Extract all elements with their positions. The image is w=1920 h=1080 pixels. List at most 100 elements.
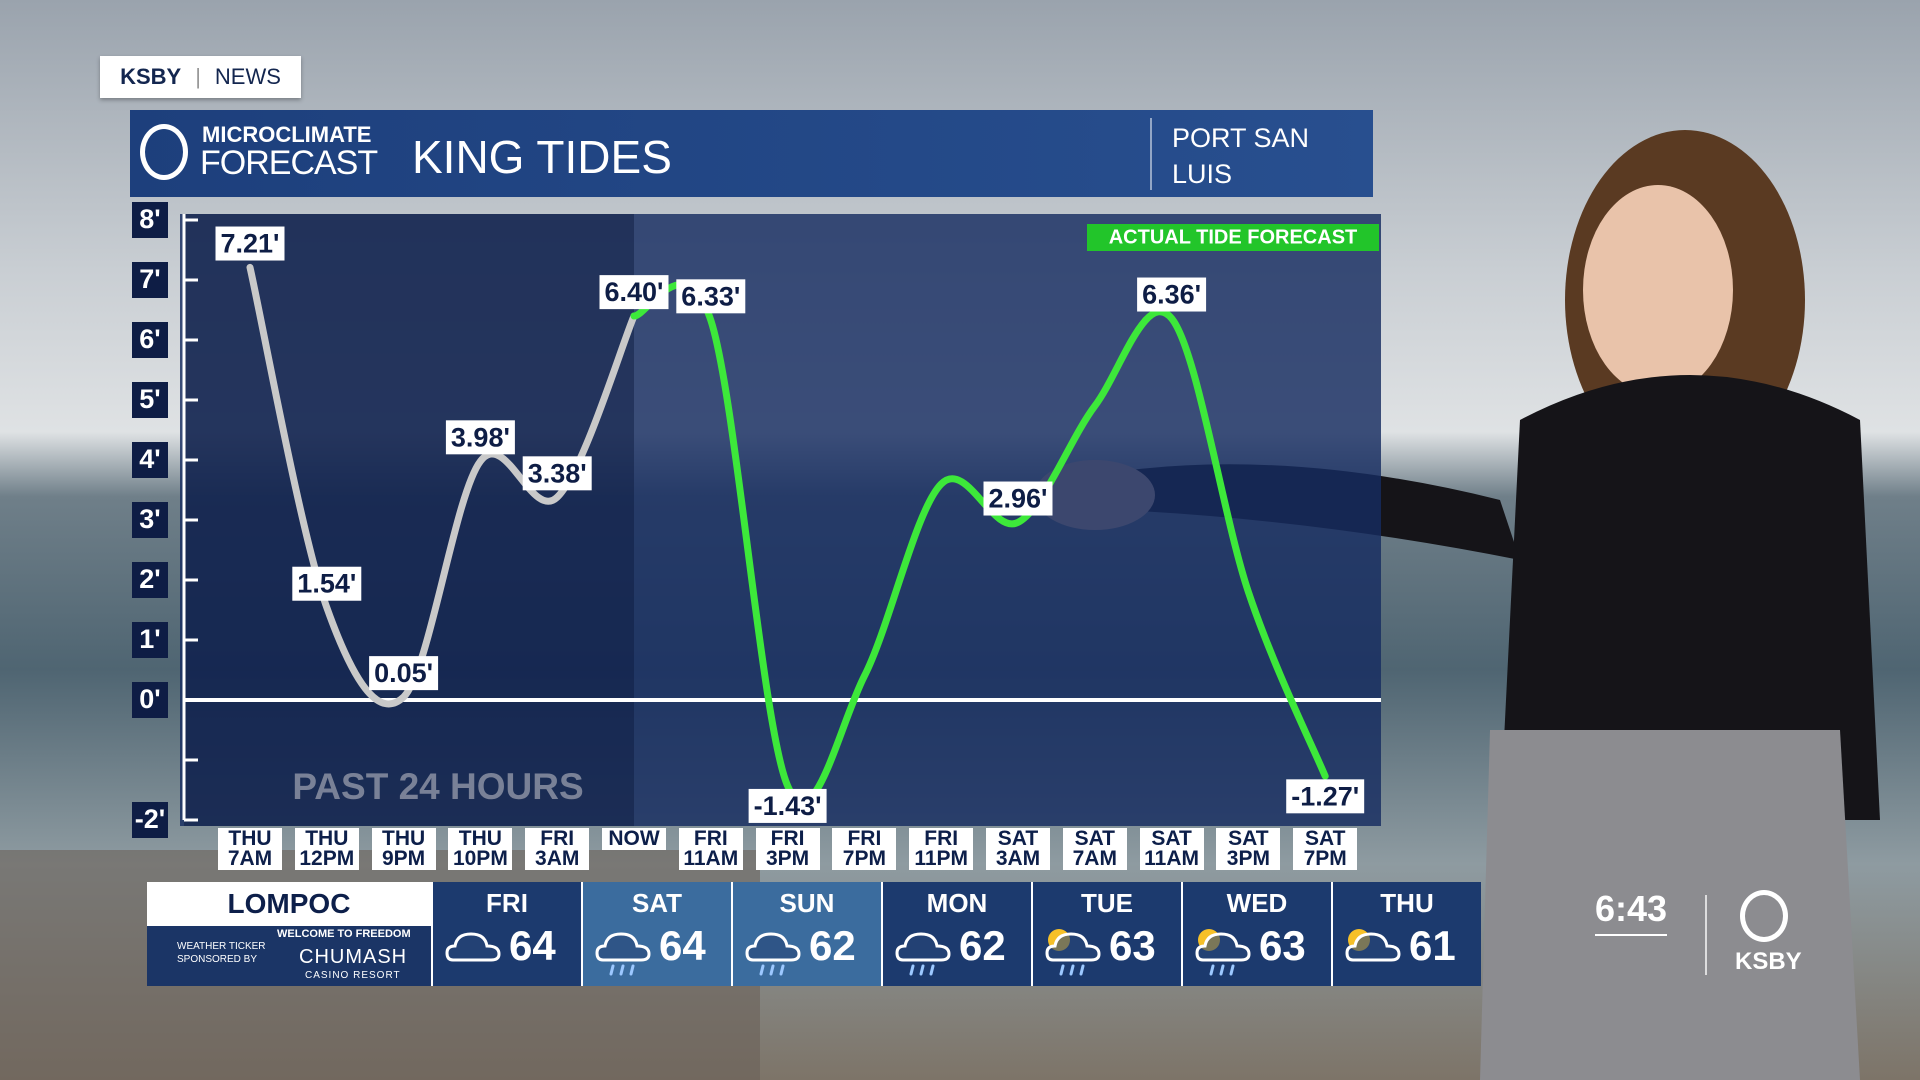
day-name: WED	[1226, 888, 1288, 918]
y-tick-bg	[132, 322, 168, 358]
rain-drop	[919, 964, 925, 976]
y-tick-bg	[132, 682, 168, 718]
cloud	[1045, 932, 1101, 962]
x-tick-label: SAT 7AM	[1062, 828, 1127, 870]
day-name: FRI	[486, 888, 528, 918]
value-label-bg	[748, 788, 827, 823]
value-label: 3.38'	[528, 458, 587, 488]
day-name: TUE	[1081, 888, 1133, 918]
value-label-bg	[1137, 277, 1207, 312]
y-tick-bg	[132, 502, 168, 538]
weather-icon	[445, 932, 501, 962]
logo-top: MICROCLIMATE	[202, 122, 372, 147]
section: NEWS	[214, 64, 281, 89]
annotation-bg	[1087, 224, 1379, 251]
day-temp: 61	[1409, 922, 1456, 969]
value-label: -1.43'	[754, 791, 822, 821]
y-tick-label: 1'	[139, 624, 160, 654]
clock: 6:43	[1595, 888, 1668, 936]
weather-icon	[1195, 929, 1251, 976]
x-tick-label: THU 7AM	[218, 828, 282, 870]
station: KSBY	[120, 64, 182, 89]
day-temp: 63	[1109, 922, 1156, 969]
value-label-bg	[983, 481, 1053, 516]
rain-drop	[1069, 964, 1075, 976]
y-tick-bg	[132, 622, 168, 658]
y-tick-label: 7'	[139, 264, 160, 294]
y-tick-label: 0'	[139, 684, 160, 714]
day-temp: 62	[809, 922, 856, 969]
y-tick-label: 4'	[139, 444, 160, 474]
x-tick-label: SAT 7PM	[1293, 828, 1358, 870]
y-tick-bg	[132, 382, 168, 418]
day-name: SUN	[779, 888, 835, 918]
x-tick-label: FRI 3AM	[525, 828, 590, 870]
rain-drop	[619, 964, 625, 976]
value-label: 0.05'	[374, 658, 433, 688]
x-tick-label: FRI 3PM	[755, 828, 820, 870]
weather-icon	[595, 932, 651, 976]
ticker-city: LOMPOC	[147, 882, 431, 926]
tide-line	[630, 281, 1329, 806]
y-tick-bg	[132, 202, 168, 238]
day-cell: FRI 64	[431, 882, 581, 986]
day-cell: THU 61	[1331, 882, 1481, 986]
weather-icon	[745, 932, 801, 976]
value-label: 6.40'	[605, 277, 664, 307]
day-cell: SUN 62	[731, 882, 881, 986]
weather-icon	[1045, 929, 1101, 976]
cloud	[1195, 932, 1251, 962]
value-label-bg	[522, 456, 592, 491]
skirt	[1480, 730, 1860, 1080]
header-bar: MICROCLIMATE FORECAST KING TIDES PORT SA…	[130, 110, 1373, 197]
sponsor-sub: CASINO RESORT	[305, 970, 401, 981]
day-name: SAT	[631, 888, 683, 918]
rain-drop	[1209, 964, 1215, 976]
annotation: ACTUAL TIDE FORECAST	[1109, 226, 1358, 248]
cloud	[745, 932, 801, 962]
day-name: THU	[1380, 888, 1434, 918]
weather-icon	[1345, 929, 1401, 962]
day-cell: TUE 63	[1031, 882, 1181, 986]
value-label: 6.33'	[681, 281, 740, 311]
x-tick-label: THU 12PM	[294, 828, 359, 870]
ticker-city-box: LOMPOC WEATHER TICKER SPONSORED BY WELCO…	[147, 882, 431, 986]
sponsor-tagline: WELCOME TO FREEDOM	[277, 928, 411, 940]
day-cell: SAT 64	[581, 882, 731, 986]
cloud	[1345, 932, 1401, 962]
x-tick-label: FRI 7PM	[832, 828, 897, 870]
logo-mark	[1740, 890, 1788, 942]
sponsor-name: CHUMASH	[299, 946, 408, 968]
clock-divider	[1705, 895, 1707, 975]
day-temp: 63	[1259, 922, 1306, 969]
value-label-bg	[1286, 779, 1365, 814]
annotation: PAST 24 HOURS	[292, 766, 583, 807]
day-temp: 64	[509, 922, 556, 969]
day-temp: 64	[659, 922, 706, 969]
x-tick-label: THU 9PM	[371, 828, 436, 870]
day-cell: MON 62	[881, 882, 1031, 986]
day-name: MON	[926, 888, 988, 918]
x-tick-label: SAT 3AM	[986, 828, 1050, 870]
brand-tag: KSBY | NEWS	[100, 56, 301, 98]
x-tick-label: THU 10PM	[448, 828, 513, 870]
rain-drop	[1079, 964, 1085, 976]
logo-mark	[140, 124, 188, 180]
y-tick-bg	[132, 442, 168, 478]
rain-drop	[1229, 964, 1235, 976]
weather-icon	[895, 932, 951, 976]
y-tick-label: -2'	[135, 804, 165, 834]
past-shade	[184, 214, 634, 826]
cloud	[895, 932, 951, 962]
chart-title: KING TIDES	[412, 131, 672, 183]
value-label: 7.21'	[221, 229, 280, 259]
cardigan	[1500, 375, 1880, 820]
sponsor-note: WEATHER TICKER SPONSORED BY	[177, 941, 266, 965]
value-label: 1.54'	[297, 569, 356, 599]
plot-bg	[180, 214, 1381, 826]
y-tick-label: 6'	[139, 324, 160, 354]
value-label: 6.36'	[1142, 280, 1201, 310]
rain-drop	[909, 964, 915, 976]
